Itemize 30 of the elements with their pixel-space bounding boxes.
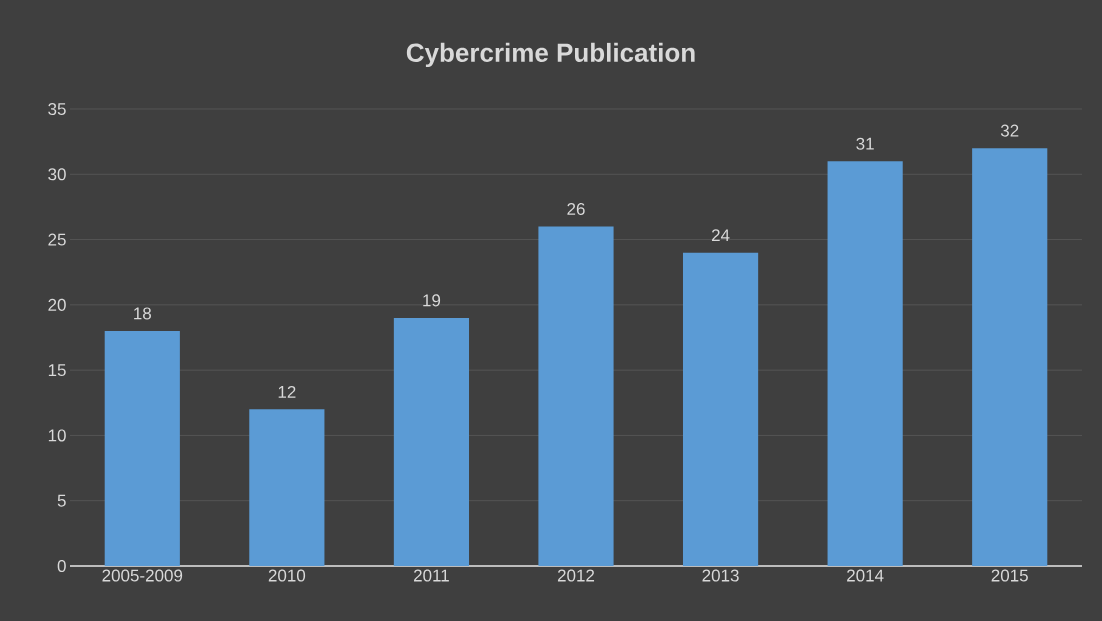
- data-label: 19: [423, 294, 441, 307]
- bar: [538, 226, 614, 566]
- bar: [393, 317, 470, 566]
- y-tick-label: 15: [48, 364, 66, 377]
- data-label: 26: [567, 202, 585, 215]
- bar: [972, 148, 1048, 566]
- x-tick-label: 2005-2009: [102, 569, 183, 582]
- y-tick-label: 20: [48, 298, 66, 311]
- bar: [249, 409, 325, 566]
- x-tick-label: 2013: [702, 569, 739, 582]
- x-tick-label: 2015: [991, 569, 1028, 582]
- data-label: 24: [711, 229, 730, 242]
- data-label: 31: [856, 137, 874, 150]
- y-tick-label: 10: [48, 429, 66, 442]
- x-tick-label: 2012: [557, 569, 595, 582]
- bar: [104, 330, 180, 566]
- x-tick-label: 2011: [414, 569, 449, 582]
- y-tick-label: 35: [48, 102, 66, 116]
- data-label: 32: [1000, 124, 1019, 137]
- data-label: 12: [278, 385, 296, 398]
- bar: [827, 161, 903, 566]
- y-tick-label: 0: [57, 559, 66, 573]
- y-tick-label: 25: [48, 233, 66, 246]
- chart-title: Cybercrime Publication: [406, 42, 695, 68]
- bar: [682, 252, 759, 566]
- data-label: 18: [134, 307, 151, 320]
- y-tick-label: 5: [57, 494, 66, 507]
- x-tick-label: 2014: [847, 569, 884, 582]
- x-tick-label: 2010: [268, 569, 306, 582]
- y-tick-label: 30: [48, 168, 66, 181]
